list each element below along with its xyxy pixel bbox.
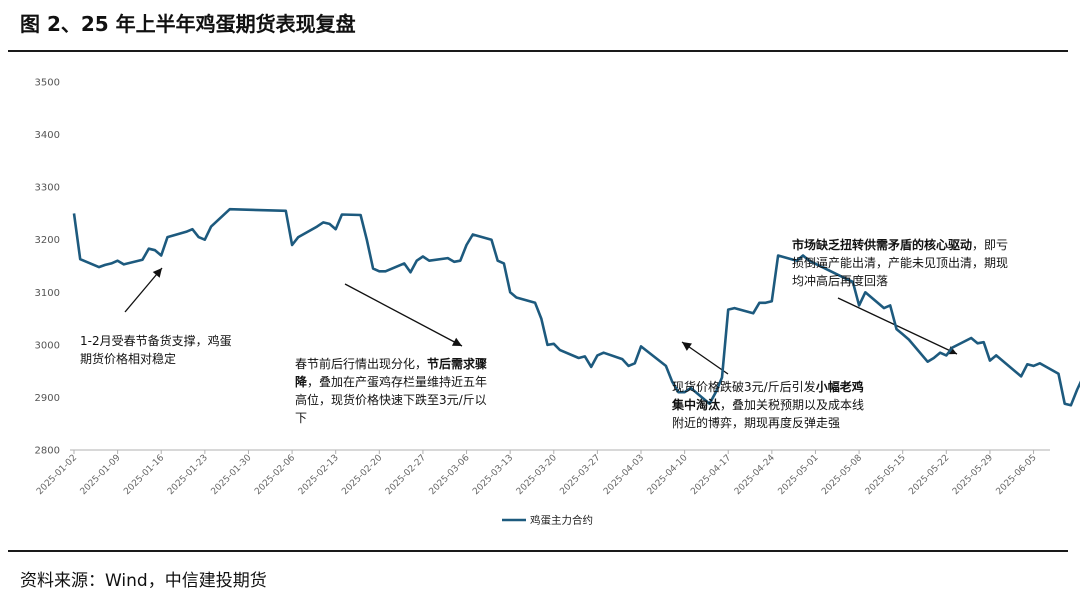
y-tick-label: 3000 — [35, 340, 60, 351]
x-tick-label: 2025-03-20 — [515, 453, 559, 497]
bottom-divider — [8, 550, 1068, 552]
x-tick-label: 2025-03-13 — [471, 453, 515, 497]
x-tick-label: 2025-02-06 — [253, 453, 297, 497]
y-tick-label: 2900 — [35, 393, 60, 404]
legend-label: 鸡蛋主力合约 — [530, 514, 593, 527]
x-tick-label: 2025-06-05 — [995, 453, 1039, 497]
legend: 鸡蛋主力合约 — [502, 514, 593, 527]
arrow-may-june — [837, 297, 958, 355]
annotation-jan-feb: 1-2月受春节备货支撑，鸡蛋期货价格相对稳定 — [80, 334, 232, 366]
annotation-may-june: 市场缺乏扭转供需矛盾的核心驱动，即亏损倒逼产能出清，产能未见顶出清，期现均冲高后… — [792, 238, 1009, 288]
x-tick-label: 2025-02-27 — [384, 453, 428, 497]
x-tick-label: 2025-04-24 — [733, 453, 777, 497]
annotation-arrows — [124, 267, 958, 375]
source-note: 资料来源：Wind，中信建投期货 — [20, 571, 267, 591]
arrow-april-rebound — [681, 341, 729, 375]
x-tick-label: 2025-05-08 — [820, 453, 864, 497]
x-axis: 2025-01-02 2025-01-09 2025-01-16 2025-01-23… — [35, 449, 1050, 497]
top-divider — [8, 50, 1068, 52]
arrow-jan-feb — [124, 267, 163, 313]
x-tick-label: 2025-05-15 — [864, 453, 908, 497]
y-tick-label: 3100 — [35, 288, 60, 299]
x-tick-label: 2025-03-06 — [428, 453, 472, 497]
x-tick-label: 2025-04-10 — [646, 453, 690, 497]
annotation-april-rebound: 现货价格跌破3元/斤后引发小幅老鸡集中淘汰，叠加关税预期以及成本线附近的博弈，期… — [672, 380, 865, 430]
y-tick-label: 2800 — [35, 446, 60, 457]
x-tick-label: 2025-03-27 — [558, 453, 602, 497]
x-tick-label: 2025-04-17 — [689, 453, 733, 497]
x-tick-label: 2025-02-20 — [340, 453, 384, 497]
x-tick-label: 2025-01-30 — [210, 453, 254, 497]
y-tick-label: 3200 — [35, 235, 60, 246]
figure-title: 图 2、25 年上半年鸡蛋期货表现复盘 — [20, 12, 356, 36]
y-axis: 2800 2900 3000 3100 3200 3300 3400 3500 — [35, 78, 60, 457]
y-tick-label: 3400 — [35, 130, 60, 141]
egg-futures-line-chart: 2800 2900 3000 3100 3200 3300 3400 3500 2025-01… — [35, 78, 1080, 527]
x-tick-label: 2025-04-03 — [602, 453, 646, 497]
arrow-spring-festival — [344, 283, 463, 347]
arrow-spring-festival-head — [451, 337, 462, 346]
annotation-spring-festival: 春节前后行情出现分化，节后需求骤降，叠加在产蛋鸡存栏量维持近五年高位，现货价格快… — [295, 357, 488, 425]
series-line — [72, 207, 1080, 407]
x-tick-label: 2025-01-23 — [166, 453, 210, 497]
x-tick-label: 2025-01-09 — [79, 453, 123, 497]
x-tick-label: 2025-05-22 — [907, 453, 951, 497]
series-layer — [72, 207, 1080, 407]
arrow-jan-feb-head — [152, 268, 162, 278]
y-tick-label: 3500 — [35, 78, 60, 89]
x-tick-label: 2025-01-02 — [35, 453, 79, 497]
x-tick-label: 2025-05-29 — [951, 453, 995, 497]
y-tick-label: 3300 — [35, 183, 60, 194]
x-tick-label: 2025-01-16 — [122, 453, 166, 497]
x-tick-label: 2025-02-13 — [297, 453, 341, 497]
arrow-april-rebound-head — [682, 342, 692, 351]
x-tick-label: 2025-05-01 — [777, 453, 821, 497]
